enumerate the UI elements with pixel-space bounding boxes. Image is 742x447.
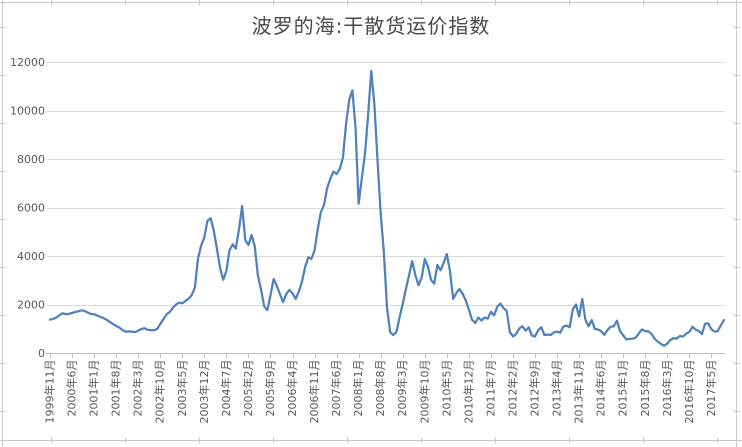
plot-gridlines bbox=[47, 62, 725, 306]
x-axis-label: 2009年10月 bbox=[417, 360, 431, 424]
x-axis-label: 2006年11月 bbox=[307, 360, 321, 424]
x-axis-label: 2016年10月 bbox=[682, 360, 696, 424]
x-axis-label: 2003年12月 bbox=[197, 360, 211, 424]
x-axis-label: 2013年4月 bbox=[550, 360, 564, 417]
x-axis-label: 2007年6月 bbox=[329, 360, 343, 417]
y-axis-label: 0 bbox=[38, 347, 45, 360]
x-axis-labels: 1999年11月 2000年6月 2001年1月 2001年8月 2002年3月 2002… bbox=[43, 360, 718, 424]
x-axis-label: 2012年2月 bbox=[506, 360, 520, 417]
x-axis-label: 2002年10月 bbox=[153, 360, 167, 424]
x-axis-label: 2014年6月 bbox=[594, 360, 608, 417]
y-axis-label: 2000 bbox=[17, 299, 45, 312]
x-axis-label: 2016年3月 bbox=[660, 360, 674, 417]
x-axis-label: 2012年9月 bbox=[528, 360, 542, 417]
x-axis-label: 2011年7月 bbox=[483, 360, 497, 417]
x-axis bbox=[46, 353, 725, 358]
x-axis-label: 1999年11月 bbox=[43, 360, 57, 424]
x-axis-label: 2010年5月 bbox=[439, 360, 453, 417]
y-axis-label: 4000 bbox=[17, 250, 45, 263]
x-axis-label: 2000年6月 bbox=[65, 360, 79, 417]
x-axis-label: 2017年5月 bbox=[704, 360, 718, 417]
y-axis-label: 12000 bbox=[10, 56, 45, 69]
x-axis-label: 2002年3月 bbox=[131, 360, 145, 417]
x-axis-label: 2015年8月 bbox=[638, 360, 652, 417]
bdi-series-line bbox=[48, 69, 726, 347]
x-axis-label: 2009年3月 bbox=[395, 360, 409, 417]
x-axis-label: 2005年2月 bbox=[241, 360, 255, 417]
x-axis-label: 2001年1月 bbox=[87, 360, 101, 417]
x-axis-label: 2005年9月 bbox=[263, 360, 277, 417]
x-axis-label: 2010年12月 bbox=[461, 360, 475, 424]
x-axis-label: 2008年8月 bbox=[373, 360, 387, 417]
y-axis-label: 10000 bbox=[10, 105, 45, 118]
x-axis-label: 2001年8月 bbox=[109, 360, 123, 417]
x-axis-label: 2013年11月 bbox=[572, 360, 586, 424]
x-axis-label: 2004年7月 bbox=[219, 360, 233, 417]
x-axis-label: 2003年5月 bbox=[175, 360, 189, 417]
y-axis-label: 6000 bbox=[17, 202, 45, 215]
x-axis-label: 2015年1月 bbox=[616, 360, 630, 417]
x-axis-label: 2006年4月 bbox=[285, 360, 299, 417]
y-axis-label: 8000 bbox=[17, 153, 45, 166]
x-axis-label: 2008年1月 bbox=[351, 360, 365, 417]
y-axis-labels: 0 2000 4000 6000 8000 10000 12000 bbox=[10, 56, 45, 360]
